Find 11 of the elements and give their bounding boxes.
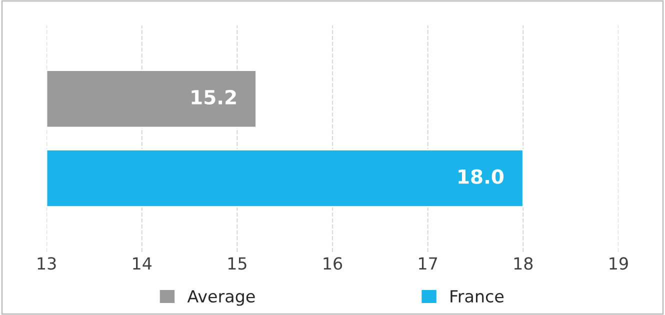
x-tick-label: 16 xyxy=(324,257,342,270)
legend-label: France xyxy=(450,290,504,303)
x-tick-label: 18 xyxy=(514,257,533,270)
x-tick-label: 13 xyxy=(38,257,56,270)
x-tick-label: 14 xyxy=(133,257,152,270)
data-label: 18.0 xyxy=(458,169,504,184)
x-tick-label: 15 xyxy=(228,257,246,270)
data-label: 15.2 xyxy=(192,90,236,105)
legend-label: Average xyxy=(187,290,255,306)
x-tick-label: 19 xyxy=(610,257,628,270)
x-tick-label: 17 xyxy=(419,257,437,270)
